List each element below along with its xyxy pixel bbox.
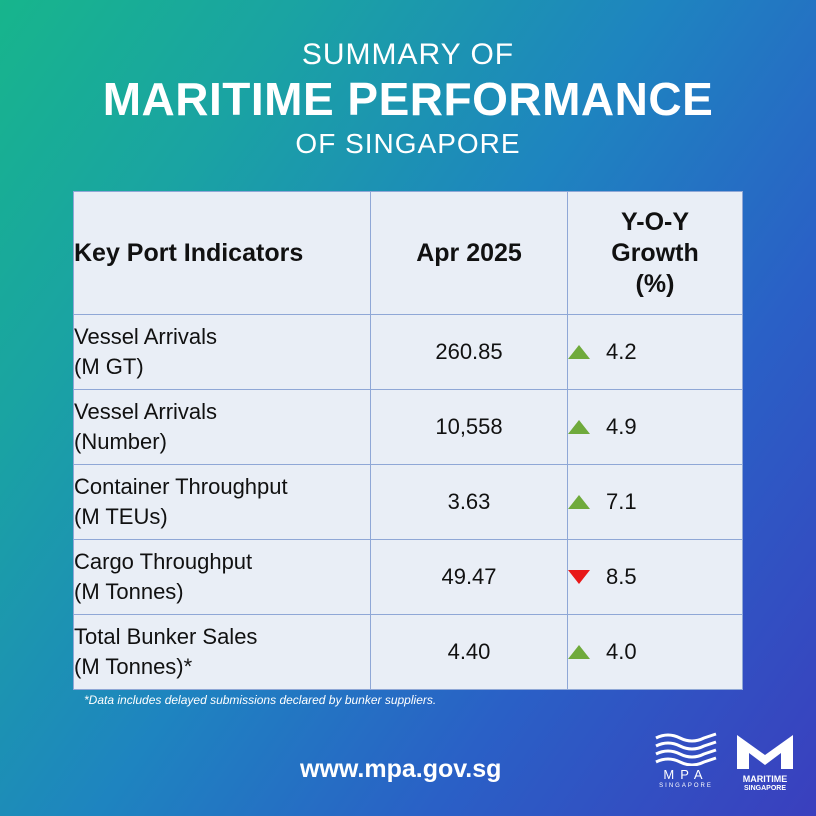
green-up-triangle-icon	[568, 345, 590, 359]
row-label: Total Bunker Sales (M Tonnes)*	[73, 614, 371, 690]
mpa-logo-text: MPA	[663, 767, 709, 782]
ms-logo-subtext: SINGAPORE	[743, 785, 786, 792]
row-label-line2: (M TEUs)	[74, 504, 168, 529]
row-label: Container Throughput (M TEUs)	[73, 464, 371, 540]
row-growth: 4.2	[567, 314, 743, 390]
maritime-singapore-m-icon	[737, 735, 793, 769]
mpa-waves-icon	[655, 732, 717, 766]
growth-value: 7.1	[606, 489, 637, 514]
row-label-line1: Total Bunker Sales	[74, 624, 258, 649]
row-value: 49.47	[370, 539, 568, 615]
title-line-2: MARITIME PERFORMANCE	[102, 73, 714, 125]
table-row: Cargo Throughput (M Tonnes) 49.47 8.5	[73, 539, 743, 615]
green-up-triangle-icon	[568, 645, 590, 659]
maritime-singapore-logo: MARITIME SINGAPORE	[733, 733, 797, 803]
growth-value: 4.2	[606, 339, 637, 364]
row-label-line2: (Number)	[74, 429, 167, 454]
website-link[interactable]: www.mpa.gov.sg	[300, 755, 502, 783]
header-growth: Y-O-Y Growth (%)	[567, 191, 743, 315]
header-growth-line2: Growth	[611, 238, 699, 267]
green-up-triangle-icon	[568, 495, 590, 509]
table-row: Container Throughput (M TEUs) 3.63 7.1	[73, 464, 743, 540]
row-label-line1: Vessel Arrivals	[74, 324, 218, 349]
footnote: *Data includes delayed submissions decla…	[84, 693, 437, 707]
header-indicator: Key Port Indicators	[73, 191, 371, 315]
row-label: Cargo Throughput (M Tonnes)	[73, 539, 371, 615]
row-value: 10,558	[370, 389, 568, 465]
row-growth: 4.9	[567, 389, 743, 465]
header-period: Apr 2025	[370, 191, 568, 315]
red-down-triangle-icon	[568, 570, 590, 584]
ms-logo-text: MARITIME	[742, 774, 788, 784]
row-growth: 8.5	[567, 539, 743, 615]
row-label-line2: (M Tonnes)*	[74, 654, 193, 679]
row-value: 4.40	[370, 614, 568, 690]
table-row: Vessel Arrivals (M GT) 260.85 4.2	[73, 314, 743, 390]
green-up-triangle-icon	[568, 420, 590, 434]
row-label-line1: Vessel Arrivals	[74, 399, 218, 424]
header-growth-line3: (%)	[635, 269, 675, 298]
table-row: Vessel Arrivals (Number) 10,558 4.9	[73, 389, 743, 465]
row-growth: 7.1	[567, 464, 743, 540]
title-line-1: SUMMARY OF	[301, 38, 515, 71]
title-line-3: OF SINGAPORE	[295, 128, 521, 159]
mpa-logo: MPA SINGAPORE	[650, 732, 722, 802]
growth-value: 4.0	[606, 639, 637, 664]
mpa-logo-subtext: SINGAPORE	[659, 783, 713, 789]
row-value: 3.63	[370, 464, 568, 540]
header-growth-line1: Y-O-Y	[620, 207, 690, 236]
row-label-line1: Container Throughput	[74, 474, 288, 499]
growth-value: 8.5	[606, 564, 637, 589]
row-label: Vessel Arrivals (Number)	[73, 389, 371, 465]
row-growth: 4.0	[567, 614, 743, 690]
row-label-line1: Cargo Throughput	[74, 549, 253, 574]
row-value: 260.85	[370, 314, 568, 390]
page-title: SUMMARY OF MARITIME PERFORMANCE OF SINGA…	[0, 36, 816, 164]
table-header-row: Key Port Indicators Apr 2025 Y-O-Y Growt…	[73, 191, 743, 315]
key-port-indicators-table: Key Port Indicators Apr 2025 Y-O-Y Growt…	[73, 191, 743, 690]
row-label: Vessel Arrivals (M GT)	[73, 314, 371, 390]
growth-value: 4.9	[606, 414, 637, 439]
row-label-line2: (M Tonnes)	[74, 579, 184, 604]
row-label-line2: (M GT)	[74, 354, 144, 379]
table-row: Total Bunker Sales (M Tonnes)* 4.40 4.0	[73, 614, 743, 690]
